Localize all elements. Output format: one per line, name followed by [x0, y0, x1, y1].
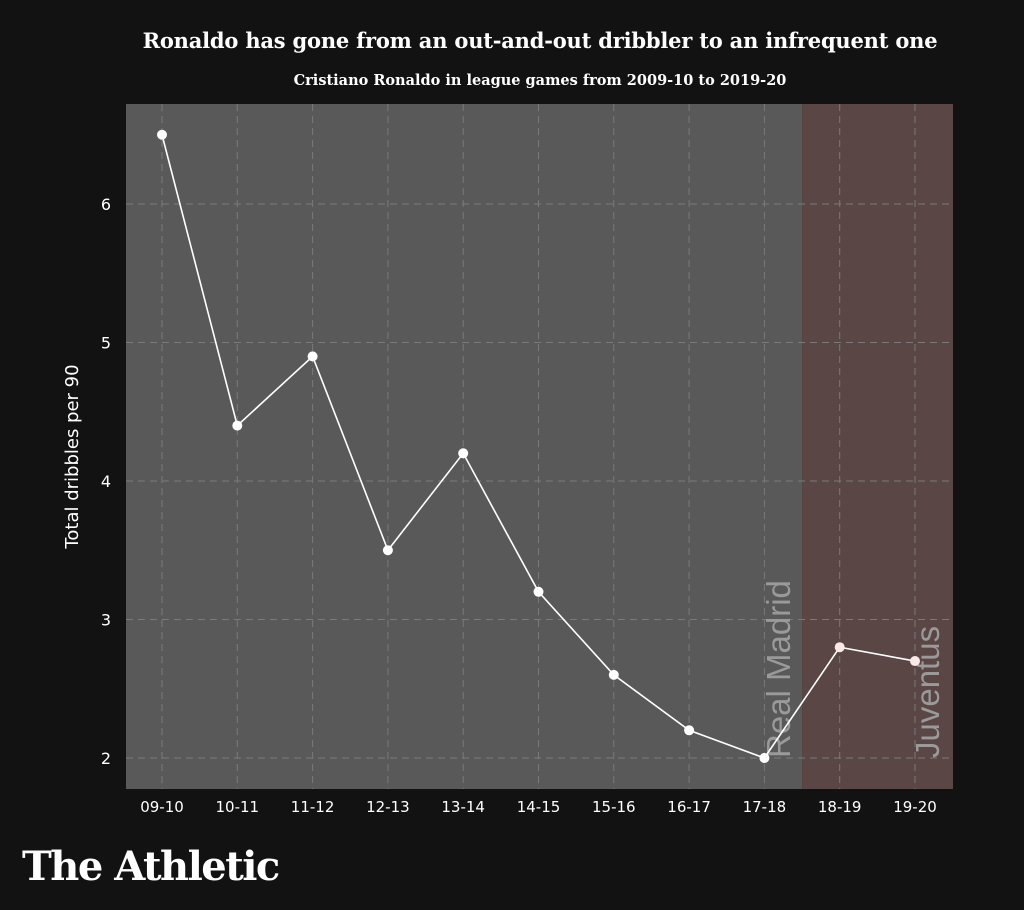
x-tick-label: 12-13 — [366, 798, 410, 816]
y-tick-label: 5 — [101, 334, 111, 353]
juventus-label: Juventus — [909, 626, 946, 758]
y-axis-ticks: 2 3 4 5 6 — [101, 195, 111, 768]
grid-lines — [126, 104, 953, 789]
x-axis-ticks: 09-10 10-11 11-12 12-13 13-14 14-15 15-16 16-17… — [140, 798, 937, 816]
juventus-band — [802, 104, 953, 789]
y-tick-label: 3 — [101, 611, 111, 630]
data-point-15-16 — [608, 669, 619, 680]
y-tick-label: 6 — [101, 195, 111, 214]
data-point-12-13 — [382, 545, 393, 556]
data-points — [157, 129, 920, 763]
data-point-09-10 — [157, 129, 167, 140]
data-point-10-11 — [232, 420, 243, 431]
chart-subtitle: Cristiano Ronaldo in league games from 2… — [293, 72, 787, 89]
x-tick-label: 14-15 — [517, 798, 561, 816]
real-madrid-band — [126, 104, 803, 789]
y-axis-label: Total dribbles per 90 — [62, 364, 83, 549]
the-athletic-logo: The Athletic — [22, 843, 280, 890]
x-tick-label: 13-14 — [441, 798, 485, 816]
x-tick-label: 15-16 — [592, 798, 636, 816]
data-point-14-15 — [533, 586, 544, 597]
x-tick-label: 18-19 — [818, 798, 862, 816]
data-point-17-18 — [759, 753, 770, 763]
data-point-19-20 — [910, 656, 920, 667]
data-point-18-19 — [834, 642, 845, 653]
x-tick-label: 17-18 — [743, 798, 787, 816]
y-tick-label: 4 — [101, 472, 111, 491]
data-point-16-17 — [684, 725, 695, 736]
x-tick-label: 10-11 — [216, 798, 260, 816]
x-tick-label: 11-12 — [291, 798, 335, 816]
real-madrid-label: Real Madrid — [760, 580, 797, 758]
data-point-13-14 — [458, 448, 469, 459]
x-tick-label: 09-10 — [140, 798, 184, 816]
x-tick-label: 16-17 — [667, 798, 711, 816]
chart-title: Ronaldo has gone from an out-and-out dri… — [142, 28, 938, 53]
y-tick-label: 2 — [101, 749, 111, 768]
data-point-11-12 — [307, 351, 318, 362]
x-tick-label: 19-20 — [893, 798, 937, 816]
